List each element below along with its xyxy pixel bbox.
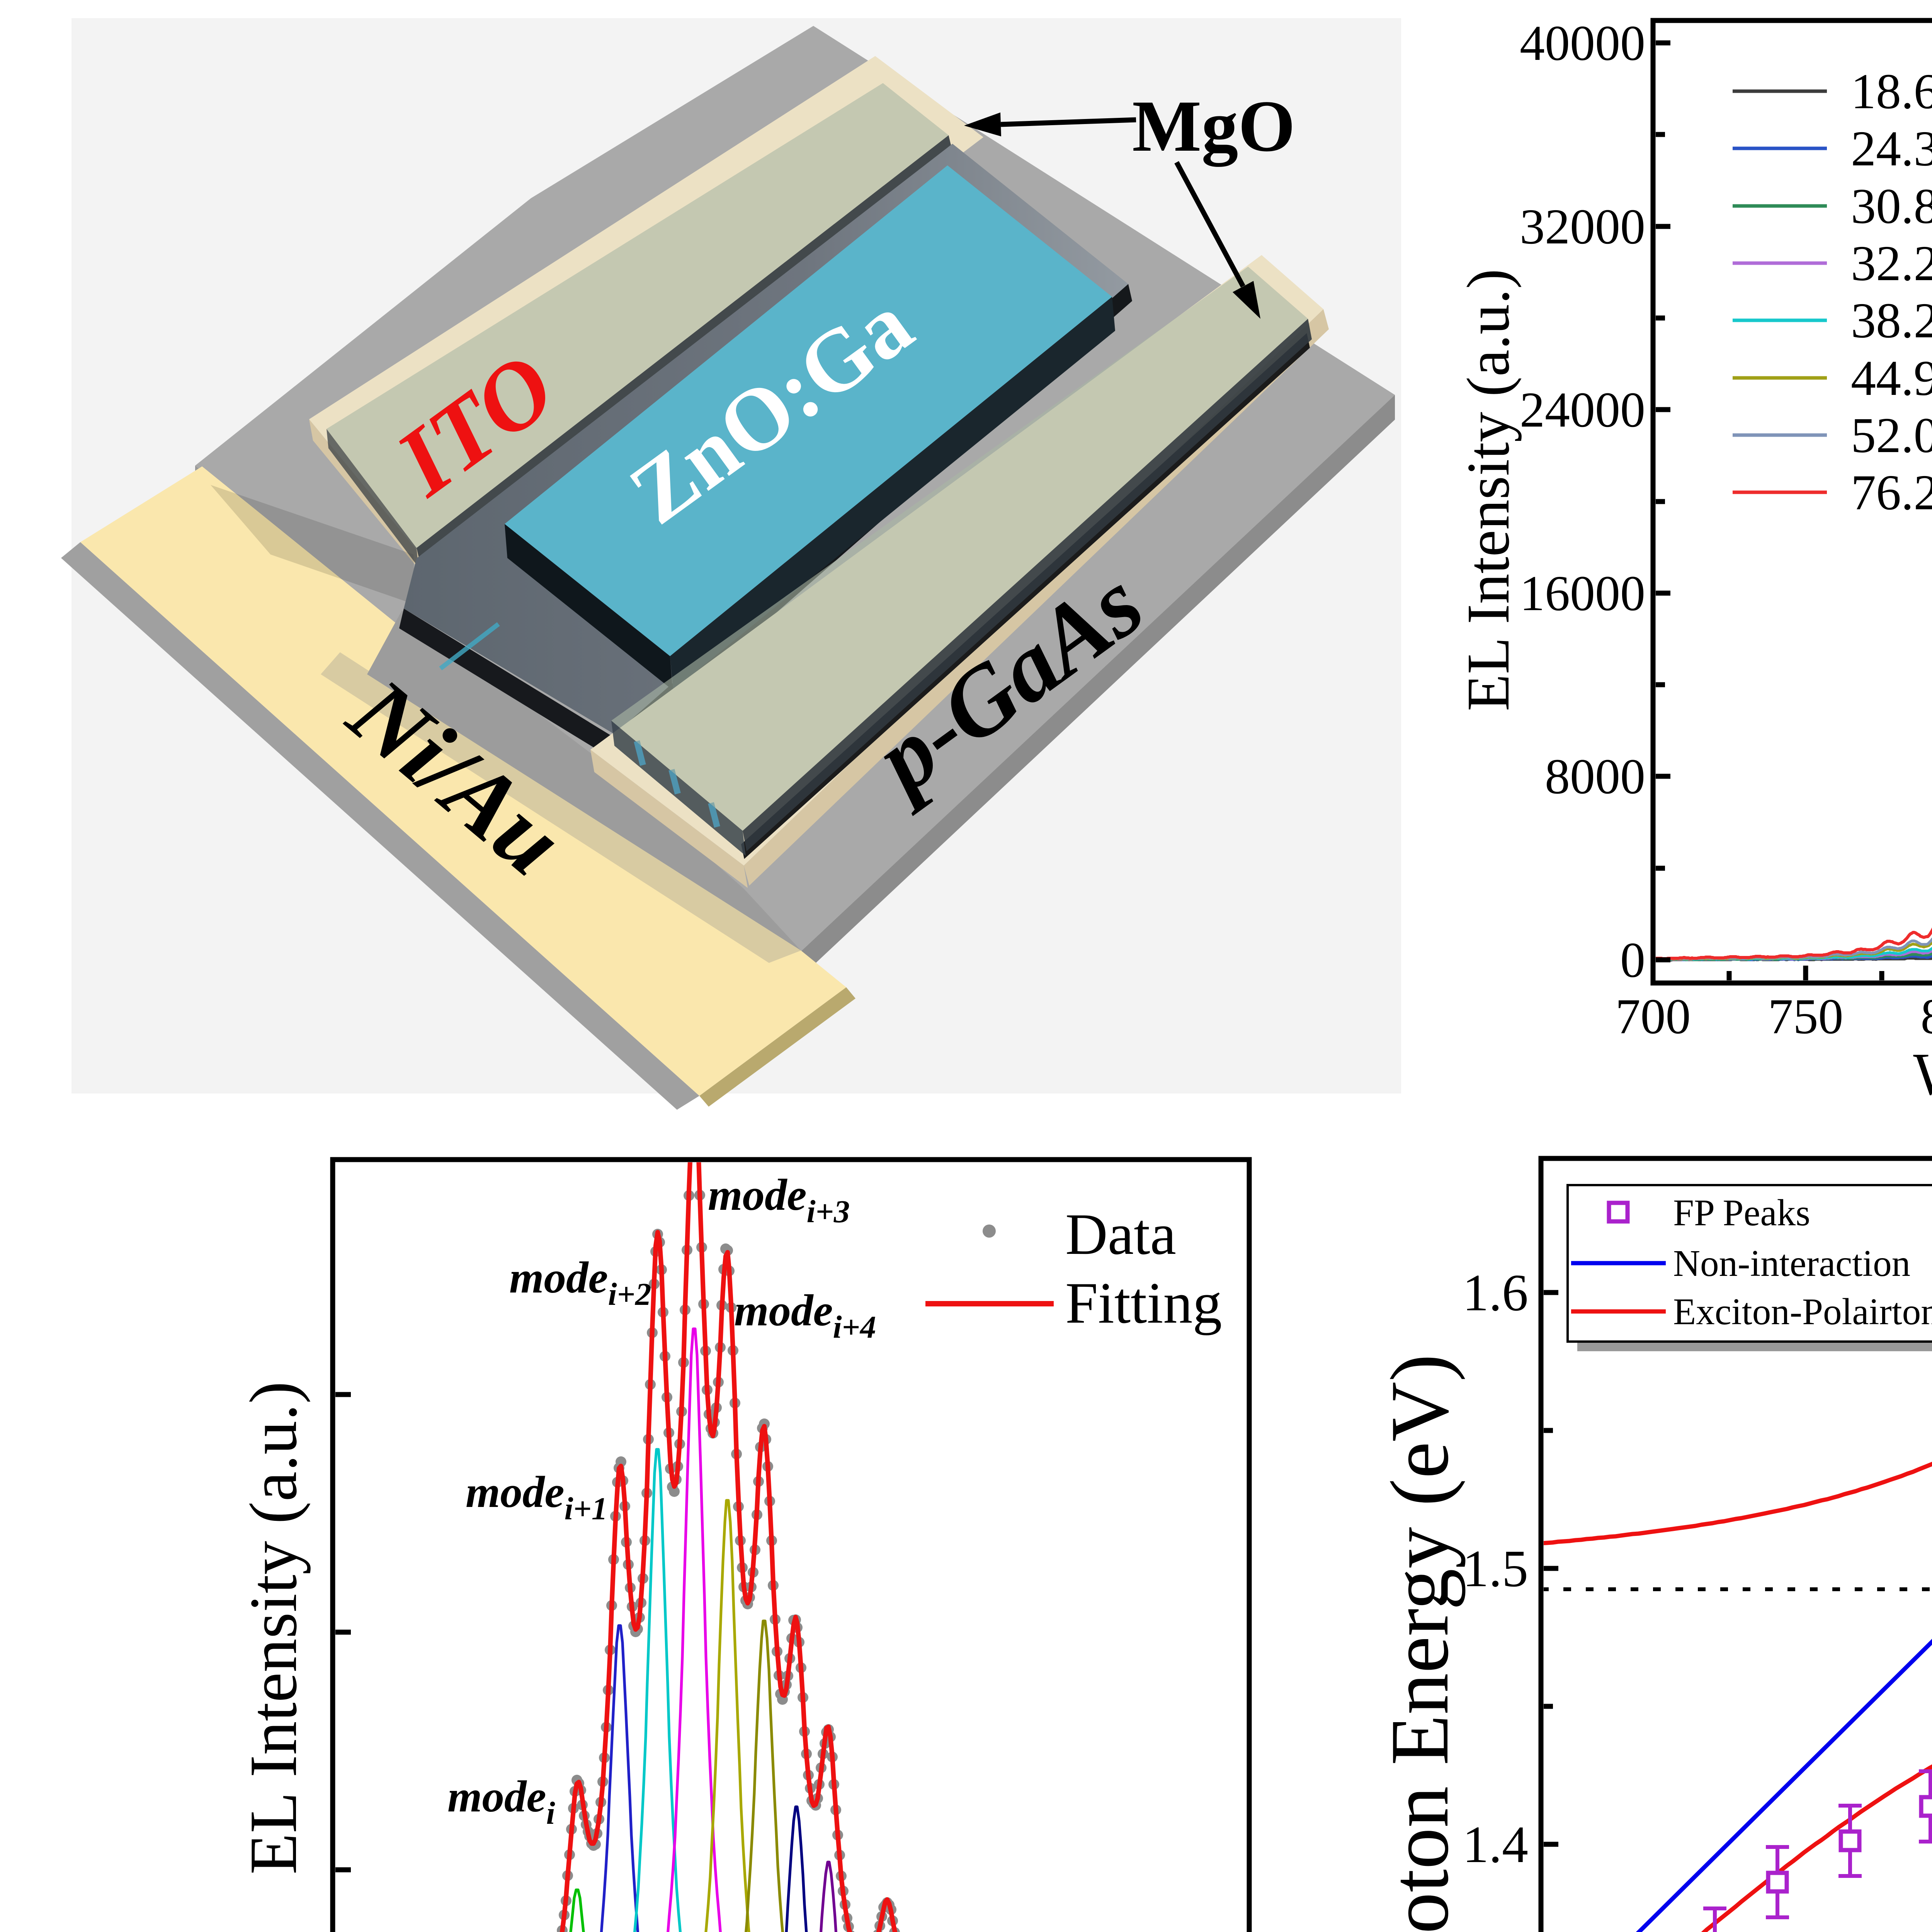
svg-text:16000: 16000 [1520, 566, 1645, 621]
svg-text:52.0 mA: 52.0 mA [1851, 408, 1932, 463]
svg-text:1.5: 1.5 [1463, 1540, 1528, 1598]
svg-text:18.6 mA: 18.6 mA [1851, 64, 1932, 119]
svg-text:1.6: 1.6 [1463, 1264, 1528, 1322]
svg-text:24.3 mA: 24.3 mA [1851, 121, 1932, 177]
svg-text:1.4: 1.4 [1463, 1816, 1528, 1874]
svg-text:Non-interaction: Non-interaction [1673, 1243, 1910, 1284]
svg-text:32000: 32000 [1520, 199, 1645, 255]
svg-text:750: 750 [1768, 989, 1844, 1044]
svg-text:24000: 24000 [1520, 382, 1645, 438]
svg-text:32.2 mA: 32.2 mA [1851, 236, 1932, 291]
svg-text:Exciton-Polairton: Exciton-Polairton [1673, 1291, 1932, 1332]
svg-text:700: 700 [1616, 989, 1691, 1044]
svg-text:Photon Energy (eV): Photon Energy (eV) [1373, 1354, 1466, 1932]
svg-text:MgO: MgO [1132, 86, 1295, 167]
svg-text:800: 800 [1921, 989, 1932, 1044]
svg-text:Fitting: Fitting [1065, 1270, 1222, 1335]
svg-text:modei: modei [447, 1772, 555, 1831]
svg-text:44.9 mA: 44.9 mA [1851, 350, 1932, 406]
svg-text:Data: Data [1065, 1202, 1176, 1267]
svg-text:40000: 40000 [1520, 15, 1645, 71]
svg-text:30.8 mA: 30.8 mA [1851, 179, 1932, 234]
svg-text:0: 0 [1620, 932, 1645, 988]
svg-text:8000: 8000 [1545, 749, 1645, 804]
svg-text:EL Intensity (a.u.): EL Intensity (a.u.) [236, 1381, 311, 1874]
svg-text:76.2 mA: 76.2 mA [1851, 465, 1932, 520]
svg-text:Wavelength (nm): Wavelength (nm) [1913, 1041, 1932, 1107]
svg-text:modei+4: modei+4 [734, 1286, 876, 1345]
svg-text:38.2 mA: 38.2 mA [1851, 293, 1932, 349]
svg-text:EL Intensity (a.u.): EL Intensity (a.u.) [1454, 269, 1522, 711]
svg-text:FP Peaks: FP Peaks [1673, 1192, 1810, 1233]
